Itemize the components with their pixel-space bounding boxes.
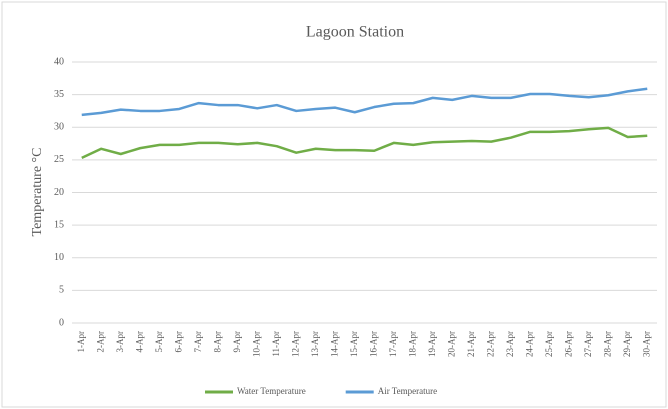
x-tick-label: 21-Apr [466,331,476,357]
y-axis-label: Temperature °C [30,148,45,237]
y-tick-label: 40 [54,56,64,67]
x-tick-label: 25-Apr [544,331,554,357]
chart-title: Lagoon Station [306,24,404,41]
x-tick-label: 4-Apr [134,331,144,353]
x-tick-label: 13-Apr [310,331,320,357]
x-tick-label: 15-Apr [349,331,359,357]
x-tick-label: 26-Apr [563,331,573,357]
x-tick-label: 2-Apr [95,331,105,353]
x-tick-label: 5-Apr [154,331,164,353]
x-tick-label: 8-Apr [212,331,222,353]
y-tick-label: 0 [59,317,64,328]
x-tick-label: 27-Apr [583,331,593,357]
x-tick-label: 10-Apr [251,331,261,357]
x-tick-label: 19-Apr [427,331,437,357]
x-tick-label: 28-Apr [602,331,612,357]
x-tick-label: 30-Apr [641,331,651,357]
y-tick-label: 30 [54,122,64,133]
x-tick-label: 17-Apr [388,331,398,357]
x-tick-label: 18-Apr [407,331,417,357]
x-tick-label: 22-Apr [485,331,495,357]
x-tick-label: 16-Apr [368,331,378,357]
y-tick-label: 5 [59,285,64,296]
x-tick-label: 11-Apr [271,331,281,357]
y-tick-label: 15 [54,219,64,230]
x-tick-label: 24-Apr [524,331,534,357]
x-tick-label: 9-Apr [232,331,242,353]
x-tick-label: 3-Apr [115,331,125,353]
y-tick-label: 10 [54,252,64,263]
y-tick-label: 25 [54,154,64,165]
legend-label: Water Temperature [237,386,306,396]
x-tick-label: 23-Apr [505,331,515,357]
x-tick-label: 7-Apr [193,331,203,353]
legend-label: Air Temperature [378,386,437,396]
x-tick-label: 29-Apr [622,331,632,357]
series-line [81,87,648,117]
x-tick-label: 6-Apr [173,331,183,353]
x-tick-label: 20-Apr [446,331,456,357]
x-tick-label: 1-Apr [76,331,86,353]
series-line [81,126,648,160]
x-tick-label: 12-Apr [290,331,300,357]
y-tick-label: 35 [54,89,64,100]
x-tick-label: 14-Apr [329,331,339,357]
y-tick-label: 20 [54,187,64,198]
